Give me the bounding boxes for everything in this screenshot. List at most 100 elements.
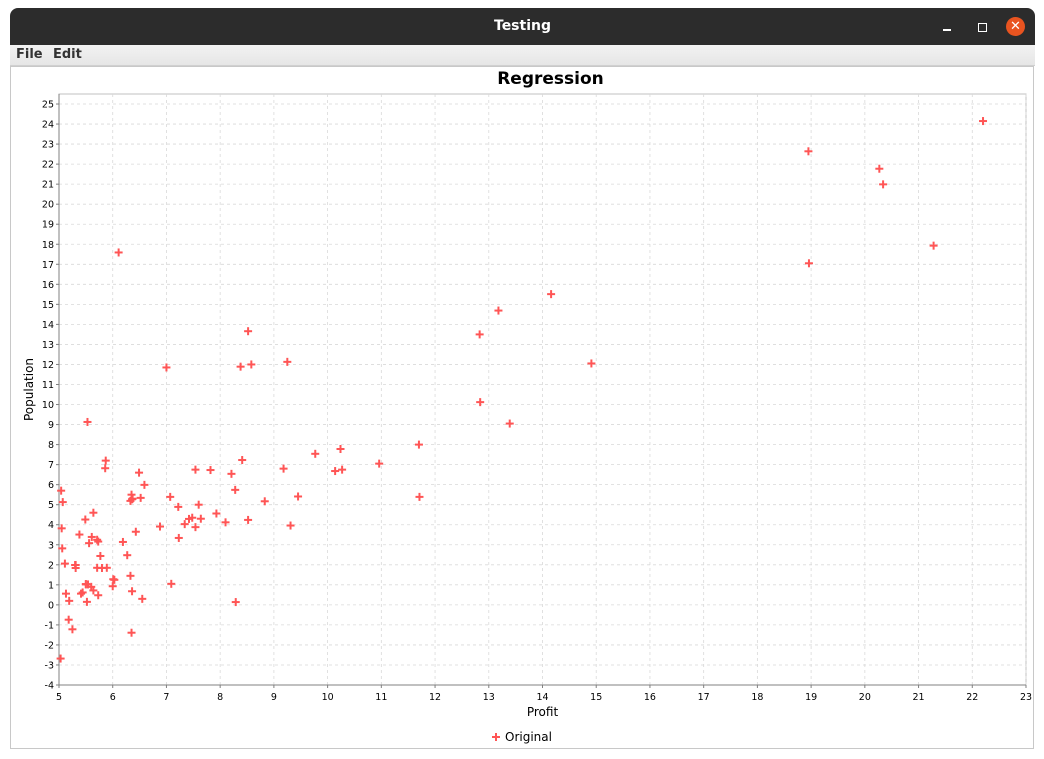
data-point — [231, 598, 240, 607]
data-point — [336, 445, 345, 454]
data-point — [135, 468, 144, 477]
y-tick-label: 9 — [48, 420, 54, 431]
data-point — [174, 533, 183, 542]
legend-marker-icon — [492, 733, 500, 741]
data-point — [174, 502, 183, 511]
data-point — [247, 360, 256, 369]
menu-bar: File Edit — [10, 45, 1035, 66]
data-point — [587, 359, 596, 368]
y-tick-label: 24 — [42, 120, 54, 131]
x-tick-label: 22 — [966, 692, 978, 703]
data-point — [279, 464, 288, 473]
data-point — [94, 591, 103, 600]
y-tick-label: 3 — [48, 540, 54, 551]
data-point — [547, 290, 556, 299]
data-point — [294, 492, 303, 501]
y-tick-label: 0 — [48, 600, 54, 611]
data-point — [89, 508, 98, 517]
data-point — [71, 560, 80, 569]
data-point — [979, 117, 988, 126]
y-tick-label: 19 — [42, 220, 54, 231]
data-point — [929, 241, 938, 250]
data-point — [96, 551, 105, 560]
y-tick-label: 11 — [42, 380, 54, 391]
data-point — [93, 563, 102, 572]
y-tick-label: 10 — [42, 400, 54, 411]
data-point — [221, 518, 230, 527]
y-tick-label: 2 — [48, 560, 54, 571]
data-point — [109, 575, 118, 584]
data-point — [128, 587, 137, 596]
x-tick-label: 18 — [751, 692, 763, 703]
y-tick-label: 8 — [48, 440, 54, 451]
legend: Original — [492, 730, 552, 744]
legend-label: Original — [505, 730, 552, 744]
maximize-icon[interactable] — [972, 17, 992, 37]
x-tick-label: 9 — [271, 692, 277, 703]
window-title: Testing — [494, 18, 551, 34]
x-tick-label: 19 — [805, 692, 817, 703]
y-axis-label: Population — [22, 358, 36, 421]
y-tick-label: -3 — [45, 660, 54, 671]
data-point — [238, 456, 247, 465]
close-icon[interactable]: ✕ — [1006, 17, 1025, 36]
y-tick-label: 18 — [42, 240, 54, 251]
data-point — [185, 514, 194, 523]
data-point — [58, 544, 67, 553]
title-bar[interactable]: Testing ✕ — [10, 8, 1035, 45]
data-point — [180, 520, 189, 529]
x-tick-label: 17 — [698, 692, 710, 703]
data-point — [167, 579, 176, 588]
y-tick-label: -1 — [45, 620, 54, 631]
x-tick-label: 21 — [913, 692, 925, 703]
y-tick-label: 4 — [48, 520, 54, 531]
data-point — [77, 589, 86, 598]
data-point — [75, 530, 84, 539]
data-point — [64, 615, 73, 624]
x-tick-label: 20 — [859, 692, 871, 703]
data-point — [879, 180, 888, 189]
data-point — [476, 398, 485, 407]
data-point — [162, 363, 171, 372]
data-point — [68, 625, 77, 634]
data-point — [311, 449, 320, 458]
data-point — [505, 419, 514, 428]
x-tick-label: 23 — [1020, 692, 1032, 703]
x-tick-label: 8 — [217, 692, 223, 703]
y-tick-label: 17 — [42, 260, 54, 271]
data-point — [65, 596, 74, 605]
data-point — [191, 465, 200, 474]
data-point — [414, 440, 423, 449]
chart-title: Regression — [497, 69, 604, 89]
menu-edit[interactable]: Edit — [53, 47, 82, 62]
y-tick-label: 22 — [42, 160, 54, 171]
data-point — [475, 330, 484, 339]
y-tick-label: 7 — [48, 460, 54, 471]
data-point — [94, 537, 103, 546]
data-point — [126, 571, 135, 580]
data-point — [212, 509, 221, 518]
data-point — [78, 588, 87, 597]
data-point — [138, 594, 147, 603]
y-tick-label: 20 — [42, 200, 54, 211]
minimize-icon[interactable] — [937, 17, 957, 37]
x-axis-label: Profit — [527, 705, 559, 719]
y-tick-label: 21 — [42, 180, 54, 191]
data-point — [494, 306, 503, 315]
data-point — [81, 580, 90, 589]
data-point — [123, 551, 132, 560]
data-point — [260, 497, 269, 506]
legend-plus — [492, 733, 500, 741]
x-tick-label: 13 — [483, 692, 495, 703]
y-tick-label: -4 — [45, 681, 54, 692]
data-point — [227, 469, 236, 478]
y-tick-label: 1 — [48, 580, 54, 591]
data-point — [338, 465, 347, 474]
data-point — [804, 147, 813, 156]
data-point — [166, 492, 175, 501]
menu-file[interactable]: File — [16, 47, 43, 62]
data-point — [244, 327, 253, 336]
x-tick-label: 10 — [322, 692, 334, 703]
y-tick-label: 5 — [48, 500, 54, 511]
data-point — [140, 480, 149, 489]
